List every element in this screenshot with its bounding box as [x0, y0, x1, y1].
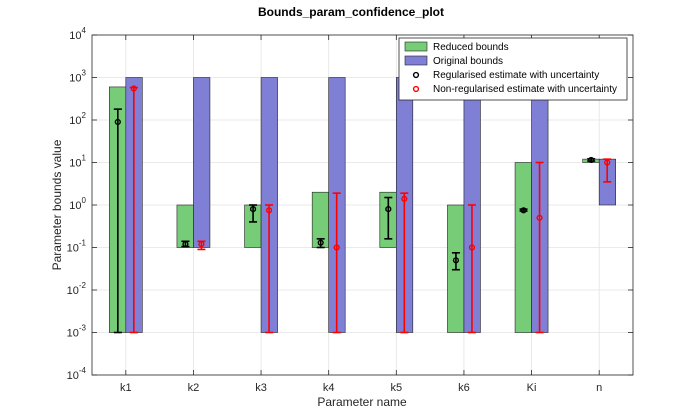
x-tick-label-k1: k1	[120, 382, 132, 394]
estimate-point-regularised-Ki	[520, 207, 527, 214]
y-tick-label: 10-3	[67, 324, 87, 340]
legend: Reduced bounds Original bounds Regularised…	[398, 37, 628, 101]
estimate-point-nonregularised-k2	[198, 241, 205, 248]
axis-ticks: 10-4 10-3 10-2 10-1 100 101 102 103 104 k1 k2 k3 k4 k…	[67, 26, 633, 394]
bar-reduced-Ki	[514, 162, 532, 333]
legend-box	[398, 37, 628, 101]
legend-label-2: Regularised estimate with uncertainty	[433, 70, 599, 81]
y-tick-label: 10-2	[67, 281, 87, 297]
estimate-point-regularised-k4	[317, 239, 324, 246]
legend-marker-3	[412, 85, 420, 93]
estimate-point-nonregularised-k5	[401, 195, 408, 202]
bar-original-k2	[193, 77, 211, 248]
y-axis-label: Parameter bounds value	[50, 139, 64, 270]
y-tick-label: 104	[69, 26, 86, 42]
legend-label-3: Non-regularised estimate with uncertaint…	[433, 84, 617, 95]
y-tick-label: 10-1	[67, 239, 87, 255]
estimate-point-regularised-k3	[249, 206, 257, 213]
chart-title: Bounds_param_confidence_plot	[258, 5, 444, 19]
legend-label-1: Original bounds	[433, 56, 503, 67]
estimate-point-nonregularised-n	[604, 159, 611, 166]
x-tick-label-Ki: Ki	[527, 382, 537, 394]
x-tick-label-k4: k4	[323, 382, 335, 394]
y-tick-label: 101	[69, 154, 86, 170]
x-tick-label-k2: k2	[188, 382, 200, 394]
y-tick-label: 103	[69, 69, 86, 85]
estimate-point-nonregularised-k4	[333, 244, 340, 251]
x-tick-label-k5: k5	[391, 382, 403, 394]
legend-marker-2	[412, 71, 420, 79]
legend-swatch-1	[404, 55, 428, 66]
legend-swatch-0	[404, 41, 428, 52]
x-axis-label: Parameter name	[317, 395, 407, 409]
estimate-point-regularised-k1	[114, 118, 121, 126]
estimate-point-regularised-k5	[385, 206, 392, 213]
y-tick-label: 100	[69, 196, 86, 212]
estimate-point-regularised-k2	[182, 241, 189, 248]
x-tick-label-k3: k3	[255, 382, 267, 394]
estimate-point-nonregularised-k1	[130, 85, 137, 92]
estimate-point-nonregularised-Ki	[536, 214, 543, 221]
estimate-point-regularised-n	[588, 156, 595, 164]
estimate-point-nonregularised-k3	[265, 207, 273, 214]
x-tick-label-k6: k6	[458, 382, 470, 394]
estimate-point-nonregularised-k6	[468, 244, 476, 251]
x-tick-label-n: n	[596, 382, 602, 394]
error-bars	[113, 85, 612, 334]
y-tick-label: 102	[69, 111, 86, 127]
legend-label-0: Reduced bounds	[433, 42, 509, 53]
y-tick-label: 10-4	[67, 366, 87, 382]
estimate-point-regularised-k6	[452, 257, 460, 264]
